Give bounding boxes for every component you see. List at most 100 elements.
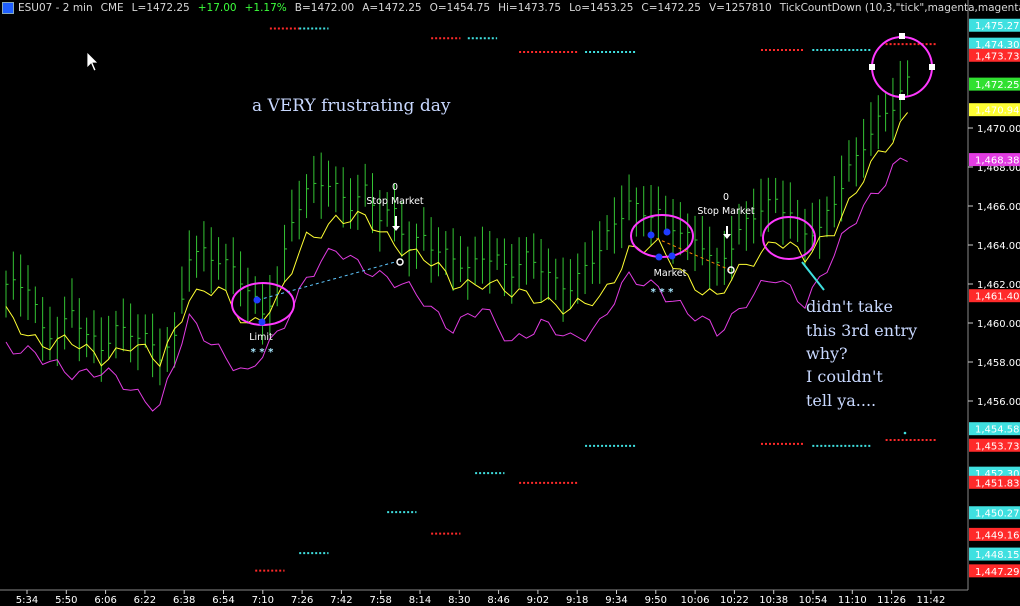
price-label: 1,468.38 bbox=[975, 156, 1020, 167]
x-tick-label: 7:10 bbox=[252, 595, 274, 606]
order-label-limit: Limit bbox=[249, 332, 273, 343]
magenta-band-line bbox=[5, 157, 908, 412]
x-tick-label: 7:42 bbox=[330, 595, 352, 606]
header-ask: A=1472.25 bbox=[362, 2, 422, 14]
header-low: Lo=1453.25 bbox=[569, 2, 634, 14]
price-bars bbox=[5, 60, 911, 386]
side-note-line: this 3rd entry bbox=[806, 321, 917, 340]
order-stars: * * * bbox=[651, 287, 674, 298]
header-high: Hi=1473.75 bbox=[498, 2, 562, 14]
trade-link-line bbox=[650, 235, 731, 271]
price-label-box bbox=[969, 18, 1020, 32]
entry-dot bbox=[668, 252, 676, 260]
price-label-box bbox=[969, 289, 1020, 303]
price-label: 1,447.29 bbox=[975, 567, 1020, 578]
x-tick-label: 7:58 bbox=[369, 595, 391, 606]
circle-handle[interactable] bbox=[899, 94, 905, 100]
price-label: 1,454.58 bbox=[975, 425, 1020, 436]
stop-order-count: 0 bbox=[723, 192, 729, 203]
y-tick-label: 1,456.00 bbox=[977, 397, 1020, 408]
header-symbol: ESU07 - 2 min bbox=[18, 2, 93, 14]
header-exchange: CME bbox=[100, 2, 124, 14]
stop-target-levels bbox=[255, 27, 937, 572]
price-label: 1,448.15 bbox=[975, 550, 1020, 561]
entry-dot bbox=[253, 296, 261, 304]
price-label: 1,453.73 bbox=[975, 441, 1020, 452]
symbol-color-icon bbox=[2, 2, 14, 14]
entry-dot bbox=[663, 228, 671, 236]
circle-handle[interactable] bbox=[899, 33, 905, 39]
side-note-line: why? bbox=[806, 344, 848, 363]
x-tick-label: 9:02 bbox=[527, 595, 549, 606]
trade-link-line bbox=[257, 261, 396, 301]
circle-handle[interactable] bbox=[929, 64, 935, 70]
stop-order-label: Stop Market bbox=[366, 196, 424, 207]
price-label: 1,461.40 bbox=[975, 292, 1020, 303]
x-tick-label: 6:54 bbox=[212, 595, 234, 606]
stop-order-label: Stop Market bbox=[697, 206, 755, 217]
y-tick-label: 1,458.00 bbox=[977, 358, 1020, 369]
x-tick-label: 6:06 bbox=[94, 595, 116, 606]
yellow-band-line bbox=[5, 112, 908, 368]
order-label-market: Market bbox=[654, 268, 687, 279]
price-label: 1,472.25 bbox=[975, 80, 1020, 91]
price-label-box bbox=[969, 422, 1020, 436]
side-note: didn't take this 3rd entry why? I couldn… bbox=[806, 297, 917, 410]
side-note-line: tell ya.... bbox=[806, 391, 876, 410]
entry-dot bbox=[647, 231, 655, 239]
stop-arrow-icon bbox=[723, 234, 731, 239]
price-label-box bbox=[969, 506, 1020, 520]
entry-circle-2 bbox=[630, 214, 694, 258]
y-tick-label: 1,464.00 bbox=[977, 241, 1020, 252]
order-stars: * * * bbox=[251, 347, 274, 358]
price-label: 1,451.83 bbox=[975, 478, 1020, 489]
header-bid: B=1472.00 bbox=[294, 2, 355, 14]
price-axis: 1,456.00 1,458.00 1,460.00 1,462.00 1,464.00… bbox=[968, 18, 1020, 578]
entry-dot bbox=[655, 253, 663, 261]
price-label: 1,473.73 bbox=[975, 51, 1020, 62]
side-note-line: I couldn't bbox=[806, 367, 883, 386]
stop-arrow-icon bbox=[392, 226, 400, 231]
y-tick-label: 1,466.00 bbox=[977, 202, 1020, 213]
price-label: 1,470.94 bbox=[975, 106, 1020, 117]
indicator-lines bbox=[5, 112, 908, 412]
price-label-box bbox=[969, 564, 1020, 578]
price-label-box bbox=[969, 153, 1020, 167]
price-label-box bbox=[969, 438, 1020, 452]
x-tick-label: 6:38 bbox=[173, 595, 195, 606]
price-label-box bbox=[969, 527, 1020, 541]
note-pointer-arrow bbox=[801, 261, 825, 291]
y-tick-label: 1,468.00 bbox=[977, 163, 1020, 174]
price-label: 1,474.30 bbox=[975, 40, 1020, 51]
x-tick-label: 7:26 bbox=[291, 595, 313, 606]
x-tick-label: 9:50 bbox=[645, 595, 667, 606]
x-tick-label: 10:54 bbox=[799, 595, 828, 606]
x-tick-label: 8:30 bbox=[448, 595, 470, 606]
header-change-pct: +1.17% bbox=[244, 2, 287, 14]
title-note: a VERY frustrating day bbox=[252, 96, 451, 116]
mouse-pointer-icon bbox=[86, 51, 99, 72]
header-last: L=1472.25 bbox=[131, 2, 190, 14]
x-tick-label: 10:06 bbox=[681, 595, 710, 606]
header-change: +17.00 bbox=[197, 2, 237, 14]
x-tick-label: 10:22 bbox=[720, 595, 749, 606]
entry-circle-3 bbox=[762, 216, 816, 260]
header-indicator: TickCountDown (10,3,"tick",magenta,magen… bbox=[779, 2, 1020, 14]
y-tick-label: 1,460.00 bbox=[977, 319, 1020, 330]
x-tick-label: 10:38 bbox=[759, 595, 788, 606]
price-label-box bbox=[969, 103, 1020, 117]
x-tick-label: 9:34 bbox=[605, 595, 627, 606]
price-label-box bbox=[969, 37, 1020, 51]
exit-dot bbox=[727, 266, 735, 274]
y-tick-label: 1,470.00 bbox=[977, 124, 1020, 135]
time-axis: 5:34 5:50 6:06 6:22 6:38 6:54 7:10 7:26 7:42 7:58… bbox=[16, 590, 945, 606]
x-tick-label: 11:10 bbox=[838, 595, 867, 606]
x-tick-label: 6:22 bbox=[134, 595, 156, 606]
selected-circle[interactable] bbox=[871, 36, 933, 98]
price-label: 1,449.16 bbox=[975, 530, 1020, 541]
y-tick-label: 1,462.00 bbox=[977, 280, 1020, 291]
header-volume: V=1257810 bbox=[708, 2, 772, 14]
x-tick-label: 11:26 bbox=[877, 595, 906, 606]
circle-handle[interactable] bbox=[869, 64, 875, 70]
